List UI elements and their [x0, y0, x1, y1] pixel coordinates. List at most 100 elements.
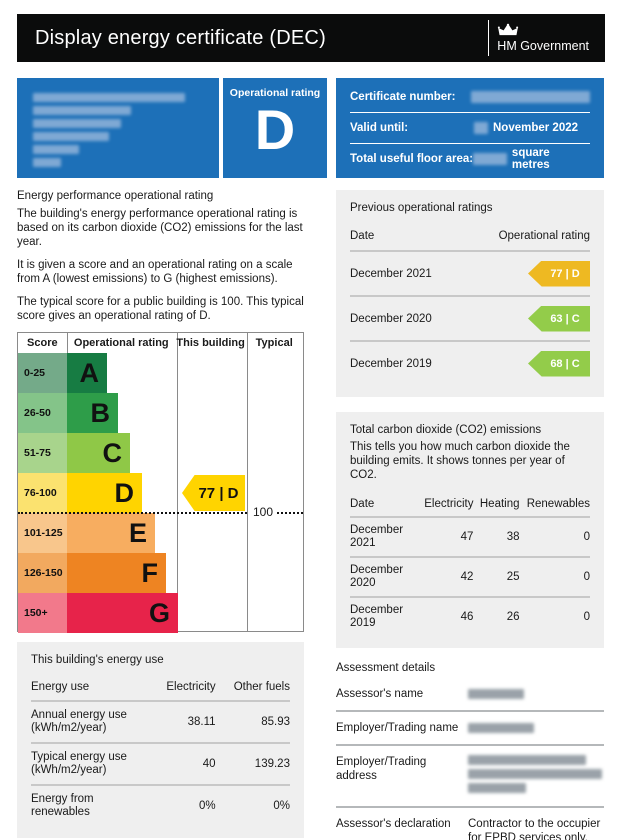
assessment-row: Assessor's declaration Contractor to the… [336, 808, 604, 840]
band-letter: A [79, 357, 100, 388]
floor-area-label: Total useful floor area: [350, 153, 474, 165]
co2-electricity: 46 [460, 611, 474, 623]
operational-rating-label: Operational rating [229, 87, 321, 99]
rating-bands: 0-25 A 26-50 B 51-75 C 76-100 D [18, 353, 303, 633]
co2-row: December 2019 46 26 0 [350, 598, 590, 636]
chart-column-divider [177, 333, 178, 631]
co2-date: December 2021 [350, 524, 404, 549]
rating-date: December 2020 [350, 312, 432, 325]
floor-area-row: Total useful floor area: square metres [350, 146, 590, 172]
co2-electricity: 42 [460, 571, 474, 583]
other-fuels-value: 139.23 [254, 758, 290, 770]
band-bar: D [67, 473, 142, 513]
rating-value: 77 | D [550, 267, 580, 280]
certificate-number-row: Certificate number: [350, 84, 590, 110]
row-label: Energy from renewables [31, 793, 94, 818]
rating-band-row-a: 0-25 A [18, 353, 303, 393]
band-bar: F [67, 553, 166, 593]
band-score-range: 101-125 [18, 513, 67, 553]
operational-rating-value: D [254, 98, 296, 161]
redacted-day [474, 122, 488, 134]
page-title: Display energy certificate (DEC) [35, 26, 326, 49]
co2-date: December 2019 [350, 604, 404, 629]
electricity-value: 38.11 [187, 716, 216, 728]
redacted-address-line [33, 106, 131, 115]
previous-ratings-header-row: Date Operational rating [350, 222, 590, 250]
redacted-address-line [33, 93, 185, 102]
band-bar: C [67, 433, 130, 473]
column-header: Date [350, 497, 375, 510]
hm-government-logo: HM Government [488, 20, 589, 56]
divider [31, 784, 290, 786]
band-score-range: 126-150 [18, 553, 67, 593]
divider [350, 295, 590, 297]
co2-header-row: Date Electricity Heating Renewables [350, 492, 590, 516]
redacted-certificate-number [470, 91, 590, 103]
co2-heating: 25 [506, 571, 520, 583]
co2-title: Total carbon dioxide (CO2) emissions [350, 424, 542, 436]
rating-value: 63 | C [550, 312, 580, 325]
divider [350, 340, 590, 342]
rating-band-row-d: 76-100 D [18, 473, 303, 513]
row-value: Contractor to the occupier for EPBD serv… [468, 818, 601, 840]
column-header: Electricity [166, 681, 216, 693]
band-letter: B [90, 397, 111, 428]
electricity-value: 40 [202, 758, 216, 770]
band-score-range: 26-50 [18, 393, 67, 433]
right-column: Previous operational ratings Date Operat… [336, 190, 604, 840]
typical-score-line [18, 512, 303, 514]
band-bar: A [67, 353, 107, 393]
row-label: Annual energy use (kWh/m2/year) [31, 709, 127, 734]
energy-use-row: Annual energy use (kWh/m2/year) 38.11 85… [31, 702, 290, 742]
certificate-info-box: Certificate number: Valid until: Novembe… [336, 78, 604, 178]
divider [350, 143, 590, 144]
co2-row: December 2021 47 38 0 [350, 518, 590, 556]
chart-header-score: Score [27, 337, 58, 349]
band-bar: E [67, 513, 155, 553]
row-label: Assessor's declaration [336, 818, 451, 830]
previous-ratings-panel: Previous operational ratings Date Operat… [336, 190, 604, 397]
row-label: Assessor's name [336, 688, 424, 700]
redacted-address-line [33, 145, 79, 154]
previous-rating-row: December 2020 63 | C [350, 297, 590, 340]
electricity-value: 0% [198, 800, 216, 812]
band-letter: D [114, 477, 135, 508]
rating-band-row-b: 26-50 B [18, 393, 303, 433]
divider [350, 250, 590, 252]
row-label: Employer/Trading address [336, 756, 427, 782]
band-score-range: 150+ [18, 593, 67, 633]
divider [350, 596, 590, 598]
co2-emissions-panel: Total carbon dioxide (CO2) emissions Thi… [336, 412, 604, 648]
assessment-row: Employer/Trading address [336, 746, 604, 808]
redacted-address-line [33, 132, 109, 141]
band-letter: E [128, 517, 147, 548]
intro-paragraph: The building's energy performance operat… [17, 208, 303, 248]
co2-renewables: 0 [583, 531, 590, 543]
valid-until-row: Valid until: November 2022 [350, 115, 590, 141]
divider [350, 516, 590, 518]
this-building-marker: 77 | D [182, 475, 245, 511]
co2-renewables: 0 [583, 611, 590, 623]
divider [350, 112, 590, 113]
column-header: Energy use [31, 680, 90, 693]
row-label: Typical energy use (kWh/m2/year) [31, 751, 127, 776]
chart-header-typical: Typical [255, 337, 293, 349]
rating-band-row-e: 101-125 E [18, 513, 303, 553]
energy-use-row: Typical energy use (kWh/m2/year) 40 139.… [31, 744, 290, 784]
column-header: Heating [479, 498, 520, 510]
co2-heating: 26 [506, 611, 520, 623]
other-fuels-value: 0% [273, 800, 290, 812]
assessment-title: Assessment details [336, 662, 436, 674]
building-address-box [17, 78, 219, 178]
rating-arrow: 77 | D [528, 260, 590, 287]
co2-date: December 2020 [350, 564, 404, 589]
crown-icon [497, 23, 589, 37]
divider [350, 556, 590, 558]
assessment-row: Employer/Trading name [336, 712, 604, 746]
rating-band-row-f: 126-150 F [18, 553, 303, 593]
rating-value: 68 | C [550, 357, 580, 370]
operational-rating-chart: Score Operational rating This building T… [17, 332, 304, 633]
band-score-range: 0-25 [18, 353, 67, 393]
summary-row: Operational rating D Certificate number:… [17, 78, 605, 178]
